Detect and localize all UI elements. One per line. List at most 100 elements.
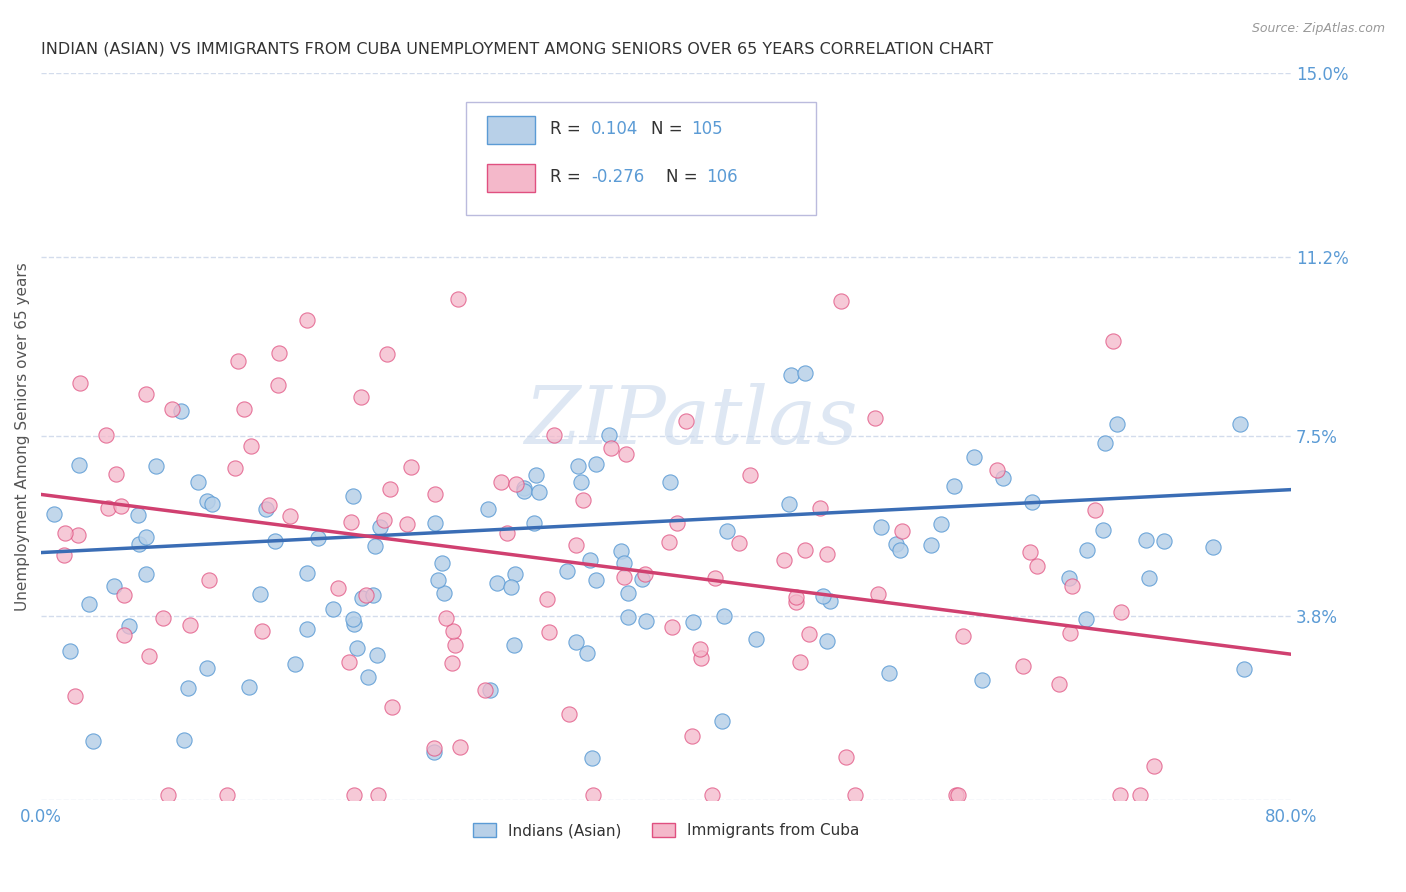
Point	[337, 656, 360, 670]
Point	[1109, 605, 1132, 619]
Point	[524, 467, 547, 482]
Text: Source: ZipAtlas.com: Source: ZipAtlas.com	[1251, 22, 1385, 36]
Point	[689, 642, 711, 657]
Point	[187, 475, 209, 489]
Point	[343, 617, 366, 632]
Point	[972, 673, 994, 687]
FancyBboxPatch shape	[467, 103, 815, 215]
Point	[342, 611, 364, 625]
Point	[870, 519, 893, 533]
Point	[1143, 759, 1166, 773]
Point	[1233, 662, 1256, 676]
Point	[1026, 559, 1049, 574]
Point	[710, 714, 733, 728]
Point	[52, 548, 75, 562]
Point	[363, 588, 385, 602]
Point	[1202, 540, 1225, 554]
Point	[135, 567, 157, 582]
Point	[1047, 677, 1070, 691]
Point	[569, 475, 592, 490]
Point	[340, 515, 363, 529]
Point	[1062, 579, 1084, 593]
Point	[713, 609, 735, 624]
Point	[558, 706, 581, 721]
Point	[110, 500, 132, 514]
Point	[160, 401, 183, 416]
Point	[661, 620, 683, 634]
Point	[226, 354, 249, 368]
Point	[322, 602, 344, 616]
Point	[884, 537, 907, 551]
Point	[489, 475, 512, 490]
Point	[675, 414, 697, 428]
Point	[811, 590, 834, 604]
Point	[104, 467, 127, 481]
Point	[665, 516, 688, 530]
Point	[350, 390, 373, 404]
Point	[1128, 788, 1150, 802]
Point	[375, 347, 398, 361]
Point	[97, 500, 120, 515]
Point	[728, 536, 751, 550]
Point	[945, 788, 967, 802]
Point	[1059, 571, 1081, 585]
Point	[543, 428, 565, 442]
Point	[797, 627, 820, 641]
Point	[135, 387, 157, 401]
Point	[582, 788, 605, 802]
Point	[785, 591, 807, 605]
Point	[789, 655, 811, 669]
Point	[1094, 435, 1116, 450]
Point	[307, 531, 329, 545]
Point	[423, 745, 446, 759]
Text: 105: 105	[692, 120, 723, 138]
Point	[152, 611, 174, 625]
Point	[254, 501, 277, 516]
Point	[946, 788, 969, 802]
Y-axis label: Unemployment Among Seniors over 65 years: Unemployment Among Seniors over 65 years	[15, 262, 30, 611]
Point	[1109, 788, 1132, 802]
Point	[259, 498, 281, 512]
Point	[1074, 612, 1097, 626]
Point	[576, 647, 599, 661]
Point	[446, 292, 468, 306]
Text: N =: N =	[651, 120, 683, 138]
FancyBboxPatch shape	[488, 164, 534, 192]
Point	[835, 749, 858, 764]
Point	[690, 650, 713, 665]
Point	[617, 610, 640, 624]
Point	[613, 556, 636, 570]
Point	[326, 581, 349, 595]
Point	[817, 634, 839, 648]
Point	[986, 463, 1008, 477]
Point	[794, 366, 817, 380]
Point	[1084, 503, 1107, 517]
Point	[381, 699, 404, 714]
Point	[1153, 534, 1175, 549]
Point	[631, 572, 654, 586]
Point	[112, 628, 135, 642]
Point	[399, 459, 422, 474]
Point	[198, 573, 221, 587]
Point	[59, 644, 82, 658]
Point	[69, 376, 91, 391]
Point	[1092, 523, 1115, 537]
Point	[364, 540, 387, 554]
Point	[444, 638, 467, 652]
Point	[249, 587, 271, 601]
Point	[79, 597, 101, 611]
Point	[224, 461, 246, 475]
Point	[82, 734, 104, 748]
Point	[441, 624, 464, 639]
Point	[474, 683, 496, 698]
Point	[352, 591, 374, 605]
Point	[991, 471, 1014, 485]
Point	[879, 665, 901, 680]
Point	[536, 591, 558, 606]
Legend: Indians (Asian), Immigrants from Cuba: Indians (Asian), Immigrants from Cuba	[467, 817, 866, 844]
Point	[366, 648, 388, 662]
Point	[565, 538, 588, 552]
Point	[267, 378, 290, 392]
Point	[96, 427, 118, 442]
Point	[195, 493, 218, 508]
